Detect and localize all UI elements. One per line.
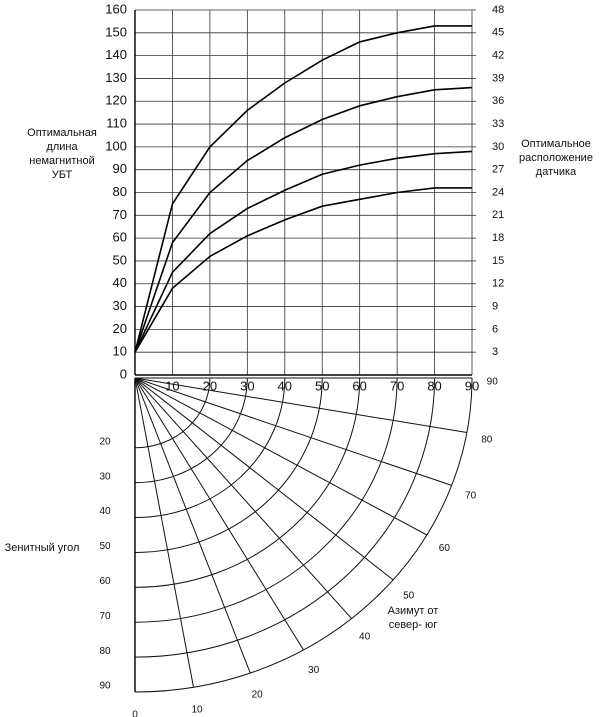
curve xyxy=(134,150,473,353)
y-axis-label: немагнитной xyxy=(29,155,94,167)
zenith-tick-label: 30 xyxy=(99,471,111,482)
y2-axis-label: датчика xyxy=(536,166,577,178)
azimuth-ray xyxy=(134,377,195,688)
y2-tick-label: 42 xyxy=(492,50,504,62)
y-axis-label: Оптимальная xyxy=(27,127,97,139)
azimuth-tick-label: 80 xyxy=(481,434,493,445)
y2-axis-label: расположение xyxy=(519,152,593,164)
zenith-tick-label: 60 xyxy=(99,576,111,587)
zenith-tick-label: 40 xyxy=(99,506,111,517)
azimuth-axis-label: север- юг xyxy=(389,619,438,631)
curve xyxy=(134,187,472,353)
zenith-ring xyxy=(134,377,286,519)
y2-tick-label: 24 xyxy=(492,186,504,198)
y2-tick-label: 36 xyxy=(492,95,504,107)
y2-tick-label: 12 xyxy=(492,278,504,290)
azimuth-ray xyxy=(134,377,304,651)
curve xyxy=(134,86,473,353)
zenith-tick-label: 80 xyxy=(99,646,111,657)
y-tick-label: 120 xyxy=(105,93,127,108)
y-tick-label: 70 xyxy=(113,207,127,222)
azimuth-ray xyxy=(134,377,394,581)
zenith-ring xyxy=(134,377,248,484)
zenith-tick-label: 50 xyxy=(99,541,111,552)
y2-tick-label: 33 xyxy=(492,118,504,130)
azimuth-tick-label: 50 xyxy=(403,591,415,602)
y-tick-label: 130 xyxy=(105,70,127,85)
y-axis-label: длина xyxy=(46,141,78,153)
y-tick-label: 30 xyxy=(113,298,127,313)
y2-tick-label: 9 xyxy=(492,300,498,312)
azimuth-ray xyxy=(134,377,251,674)
azimuth-tick-label: 10 xyxy=(191,704,203,715)
azimuth-ray xyxy=(134,377,452,486)
zenith-tick-label: 70 xyxy=(99,611,111,622)
zenith-ring xyxy=(134,377,211,449)
y2-tick-label: 27 xyxy=(492,164,504,176)
zenith-tick-label: 20 xyxy=(99,436,111,447)
y-tick-label: 110 xyxy=(106,116,127,131)
zenith-ring xyxy=(134,377,436,658)
zenith-tick-label: 90 xyxy=(99,681,111,692)
y-tick-label: 10 xyxy=(113,344,127,359)
azimuth-ray xyxy=(134,377,467,434)
azimuth-tick-label: 40 xyxy=(359,632,371,643)
azimuth-ray xyxy=(134,377,428,536)
y-tick-label: 60 xyxy=(113,230,127,245)
y-tick-label: 90 xyxy=(113,161,127,176)
y2-tick-label: 48 xyxy=(492,4,504,16)
y2-axis-label: Оптимальное xyxy=(521,138,591,150)
y-axis-label: УБТ xyxy=(52,169,73,181)
y2-tick-label: 30 xyxy=(492,141,504,153)
curve xyxy=(134,25,472,353)
azimuth-tick-label: 60 xyxy=(439,543,451,554)
y2-tick-label: 6 xyxy=(492,323,498,335)
azimuth-tick-label: 70 xyxy=(465,490,477,501)
azimuth-tick-label: 0 xyxy=(132,709,138,717)
zenith-ring xyxy=(134,377,323,553)
y2-tick-label: 15 xyxy=(492,255,504,267)
y-tick-label: 150 xyxy=(105,24,127,39)
y-tick-label: 50 xyxy=(113,252,127,267)
zenith-ring xyxy=(134,377,398,623)
azimuth-ray xyxy=(134,377,352,619)
y-tick-label: 0 xyxy=(120,366,127,381)
azimuth-tick-label: 30 xyxy=(308,665,320,676)
y-tick-label: 100 xyxy=(105,138,127,153)
azimuth-tick-label: 90 xyxy=(487,377,499,388)
azimuth-tick-label: 20 xyxy=(252,689,264,700)
y-tick-label: 20 xyxy=(113,321,127,336)
y2-tick-label: 3 xyxy=(492,346,498,358)
y-tick-label: 80 xyxy=(113,184,127,199)
y-tick-label: 160 xyxy=(105,1,127,16)
y2-tick-label: 45 xyxy=(492,27,504,39)
y-tick-label: 140 xyxy=(105,47,127,62)
y2-tick-label: 21 xyxy=(492,209,504,221)
zenith-ring xyxy=(134,377,473,693)
zenith-axis-label: Зенитный угол xyxy=(5,542,80,554)
y2-tick-label: 18 xyxy=(492,232,504,244)
zenith-ring xyxy=(134,377,361,588)
y2-tick-label: 39 xyxy=(492,72,504,84)
azimuth-axis-label: Азимут от xyxy=(388,605,439,617)
y-tick-label: 40 xyxy=(113,275,127,290)
